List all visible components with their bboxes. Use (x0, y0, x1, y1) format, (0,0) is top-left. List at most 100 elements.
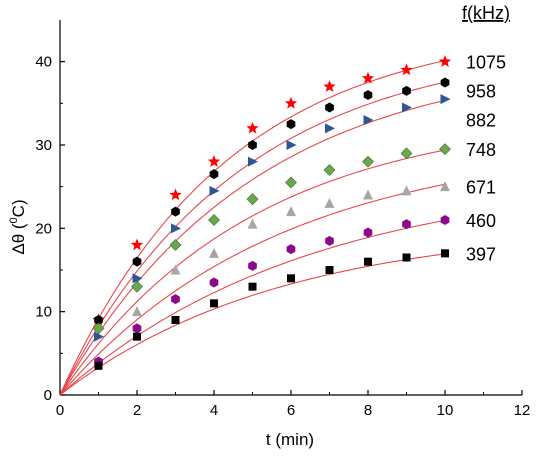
data-point-460 (440, 215, 450, 225)
data-point-748 (208, 214, 220, 226)
y-tick-label: 20 (35, 220, 52, 237)
data-point-397 (287, 274, 295, 283)
data-point-1075 (323, 80, 336, 92)
x-tick-label: 4 (210, 402, 218, 419)
data-point-397 (210, 299, 218, 308)
data-point-671 (440, 181, 450, 192)
fit-curve-460 (59, 219, 446, 396)
data-point-460 (209, 277, 219, 288)
fit-curve-397 (59, 253, 446, 396)
data-point-397 (364, 257, 372, 266)
data-point-748 (439, 143, 451, 156)
data-point-882 (286, 140, 297, 150)
data-point-882 (171, 223, 181, 234)
data-point-671 (401, 185, 412, 196)
legend-label-397: 397 (466, 244, 496, 264)
data-point-958 (94, 315, 103, 325)
y-axis-title-end: C) (9, 199, 28, 217)
y-tick-label: 30 (35, 137, 52, 154)
data-point-460 (286, 244, 296, 255)
data-point-958 (209, 169, 219, 180)
x-tick-label: 8 (364, 402, 372, 419)
data-point-882 (132, 273, 143, 284)
x-tick-label: 10 (437, 402, 454, 419)
data-point-882 (402, 102, 412, 113)
data-point-397 (94, 361, 103, 370)
legend: 1075 958 882 748 671 460 397 (466, 53, 506, 265)
data-point-882 (363, 115, 374, 125)
data-point-1075 (130, 238, 144, 251)
data-point-460 (248, 260, 257, 271)
x-tick-label: 2 (133, 402, 141, 419)
data-point-748 (400, 147, 413, 160)
data-point-958 (363, 90, 373, 100)
data-point-460 (132, 323, 142, 334)
x-tick-label: 6 (287, 402, 295, 419)
series-958 (94, 77, 450, 325)
y-tick-label: 40 (35, 54, 52, 71)
data-point-958 (171, 206, 180, 217)
data-point-1075 (284, 96, 298, 109)
fit-curve-671 (59, 183, 446, 396)
data-point-748 (246, 193, 259, 206)
data-point-958 (440, 77, 450, 88)
x-tick-label: 0 (56, 402, 64, 419)
data-point-671 (209, 247, 219, 258)
data-point-1075 (361, 71, 375, 84)
data-point-882 (440, 94, 451, 105)
data-point-958 (132, 256, 142, 267)
data-point-882 (248, 156, 258, 167)
data-markers (92, 55, 452, 370)
data-point-460 (363, 227, 373, 238)
data-point-671 (363, 189, 373, 200)
data-point-1075 (207, 155, 221, 167)
data-point-958 (325, 102, 334, 113)
y-axis-title-superscript: 0 (8, 217, 20, 223)
data-point-748 (362, 155, 374, 168)
legend-label-882: 882 (466, 111, 496, 131)
y-axis-title: Δθ (0C) (8, 199, 28, 254)
data-point-1075 (169, 188, 182, 201)
data-point-671 (324, 197, 335, 208)
data-point-882 (325, 123, 335, 134)
data-point-1075 (246, 121, 259, 134)
data-point-397 (171, 316, 180, 324)
data-point-397 (248, 282, 257, 291)
y-tick-label: 0 (44, 387, 52, 404)
data-point-1075 (400, 63, 413, 76)
data-point-397 (441, 249, 449, 258)
y-tick-label: 10 (35, 304, 52, 321)
x-axis-title: t (min) (266, 430, 314, 449)
legend-label-748: 748 (466, 140, 496, 160)
data-point-748 (323, 164, 336, 176)
data-point-958 (286, 119, 296, 130)
legend-label-671: 671 (466, 178, 496, 198)
data-point-748 (92, 322, 105, 335)
data-point-460 (325, 235, 334, 246)
legend-label-958: 958 (466, 82, 496, 102)
data-point-748 (131, 280, 143, 293)
data-point-397 (325, 266, 334, 274)
data-point-397 (133, 332, 141, 341)
series-671 (93, 181, 450, 367)
fit-curve-882 (59, 99, 446, 396)
data-point-1075 (438, 55, 452, 67)
series-460 (94, 215, 450, 367)
x-axis-ticks: 0 2 4 6 8 10 12 (56, 390, 531, 419)
x-tick-label: 12 (514, 402, 531, 419)
y-axis-title-main: Δθ ( (9, 223, 28, 255)
legend-title: f(kHz) (462, 3, 510, 23)
series-882 (94, 94, 451, 342)
y-axis-ticks: 0 10 20 30 40 (35, 54, 65, 404)
data-point-748 (285, 176, 297, 189)
series-748 (92, 143, 451, 335)
data-point-748 (169, 239, 182, 251)
data-point-958 (248, 140, 257, 150)
data-point-958 (402, 85, 411, 96)
series-397 (94, 249, 449, 370)
series-1075 (92, 55, 452, 326)
data-point-882 (209, 185, 220, 196)
data-point-460 (402, 219, 411, 230)
data-point-671 (132, 306, 142, 317)
